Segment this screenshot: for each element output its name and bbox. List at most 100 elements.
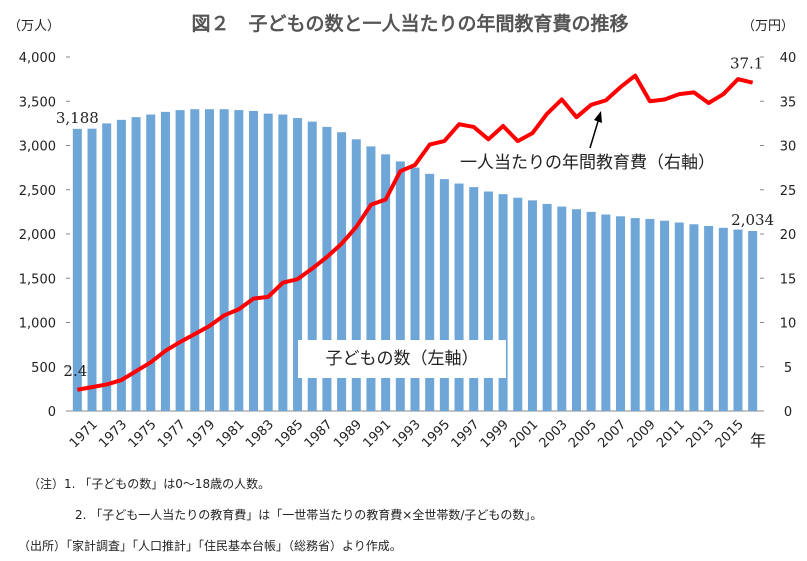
bar bbox=[204, 109, 214, 411]
bar bbox=[322, 126, 332, 411]
bar bbox=[616, 216, 626, 411]
x-axis-label: 年 bbox=[750, 431, 766, 450]
x-tick-label: 2007 bbox=[595, 417, 629, 451]
y-tick-label: 2,000 bbox=[19, 228, 56, 243]
arrow-head bbox=[594, 111, 602, 123]
x-tick-label: 1977 bbox=[155, 417, 189, 451]
x-tick-label: 1991 bbox=[360, 417, 394, 451]
x-tick-label: 1983 bbox=[243, 417, 277, 451]
bar bbox=[146, 114, 156, 412]
bar bbox=[748, 230, 758, 411]
bar bbox=[483, 191, 493, 411]
line-value-label: 2.4 bbox=[63, 362, 87, 380]
y-tick-label: 500 bbox=[31, 361, 56, 376]
bar bbox=[249, 110, 259, 412]
x-tick-label: 1975 bbox=[126, 417, 160, 451]
arrow bbox=[589, 117, 600, 149]
bar bbox=[542, 203, 552, 411]
x-tick-label: 1987 bbox=[302, 417, 336, 451]
bar bbox=[381, 154, 391, 411]
bar bbox=[219, 109, 229, 411]
x-tick-label: 1999 bbox=[478, 417, 512, 451]
bar bbox=[498, 194, 508, 411]
bar bbox=[674, 222, 684, 411]
series-label: 子どもの数（左軸） bbox=[326, 349, 479, 369]
bar-value-label: 3,188 bbox=[56, 109, 99, 127]
plot: 0 500 1,000 1,500 2,000 2,500 3,000 3,500 4,000 0… bbox=[19, 51, 796, 451]
y2-tick-label: 30 bbox=[780, 140, 797, 155]
bar bbox=[87, 128, 97, 411]
bar bbox=[337, 132, 347, 411]
x-tick-label: 2009 bbox=[625, 417, 659, 451]
y-tick-label: 3,500 bbox=[19, 95, 56, 110]
y-tick-label: 2,500 bbox=[19, 184, 56, 199]
bar bbox=[586, 211, 596, 411]
bar bbox=[704, 226, 714, 411]
x-tick-label: 1981 bbox=[214, 417, 248, 451]
y2-tick-label: 35 bbox=[780, 95, 797, 110]
x-tick-label: 1985 bbox=[272, 417, 306, 451]
bar-value-label: 2,034 bbox=[731, 211, 774, 229]
bar bbox=[175, 110, 185, 411]
note: 2. 「子ども一人当たりの教育費」は「一世帯当たりの教育費×全世帯数/子どもの数… bbox=[75, 507, 542, 522]
label-box bbox=[298, 340, 506, 378]
x-tick-label: 1989 bbox=[331, 417, 365, 451]
x-tick-label: 1979 bbox=[184, 417, 218, 451]
x-tick-label: 1993 bbox=[390, 417, 424, 451]
y2-tick-label: 0 bbox=[784, 405, 792, 420]
line-value-label: 37.1 bbox=[730, 55, 763, 73]
bar bbox=[160, 111, 170, 412]
bar bbox=[190, 109, 200, 411]
y2-tick-label: 15 bbox=[780, 272, 797, 287]
bar bbox=[513, 197, 523, 411]
chart-title: 図２ 子どもの数と一人当たりの年間教育費の推移 bbox=[191, 12, 628, 35]
y2-tick-label: 40 bbox=[780, 51, 797, 66]
x-tick-label: 1997 bbox=[449, 417, 483, 451]
y-tick-label: 3,000 bbox=[19, 140, 56, 155]
bar bbox=[293, 118, 303, 411]
series-label: 一人当たりの年間教育費（右軸） bbox=[460, 153, 715, 173]
y-tick-label: 1,000 bbox=[19, 317, 56, 332]
bar bbox=[645, 218, 655, 411]
bar bbox=[454, 183, 464, 411]
bar bbox=[278, 114, 288, 412]
bar bbox=[116, 119, 126, 412]
x-tick-label: 2005 bbox=[566, 417, 600, 451]
y-axis-label: （万人） bbox=[8, 19, 60, 34]
bar bbox=[366, 146, 376, 411]
bar bbox=[263, 113, 273, 411]
bar bbox=[733, 229, 743, 411]
x-tick-label: 1973 bbox=[96, 417, 130, 451]
bar bbox=[571, 209, 581, 411]
bar bbox=[469, 187, 479, 411]
bar bbox=[351, 139, 361, 411]
y-tick-label: 0 bbox=[48, 405, 56, 420]
bar bbox=[234, 110, 244, 411]
y2-axis-label: （万円） bbox=[742, 19, 794, 34]
bar bbox=[72, 128, 82, 411]
bar bbox=[131, 117, 141, 412]
y2-tick-label: 10 bbox=[780, 317, 797, 332]
bar bbox=[601, 214, 611, 411]
y2-tick-label: 20 bbox=[780, 228, 797, 243]
bar bbox=[718, 227, 728, 411]
bar bbox=[689, 224, 699, 411]
y-tick-label: 4,000 bbox=[19, 51, 56, 66]
line bbox=[76, 73, 754, 392]
x-tick-label: 2015 bbox=[713, 417, 747, 451]
note: （出所）「家計調査」「人口推計」「住民基本台帳」（総務省）より作成。 bbox=[18, 538, 402, 553]
y2-tick-label: 5 bbox=[784, 361, 792, 376]
x-tick-label: 1995 bbox=[419, 417, 453, 451]
bar bbox=[395, 161, 405, 411]
bar bbox=[557, 206, 567, 411]
x-tick-label: 2003 bbox=[537, 417, 571, 451]
x-tick-label: 2011 bbox=[654, 417, 688, 451]
x-tick-label: 1971 bbox=[67, 417, 101, 451]
bar bbox=[527, 200, 537, 411]
note: （注）1. 「子どもの数」は0～18歳の人数。 bbox=[28, 476, 270, 491]
bar bbox=[425, 173, 435, 411]
bar bbox=[439, 179, 449, 411]
x-tick-label: 2001 bbox=[507, 417, 541, 451]
bar bbox=[410, 167, 420, 411]
